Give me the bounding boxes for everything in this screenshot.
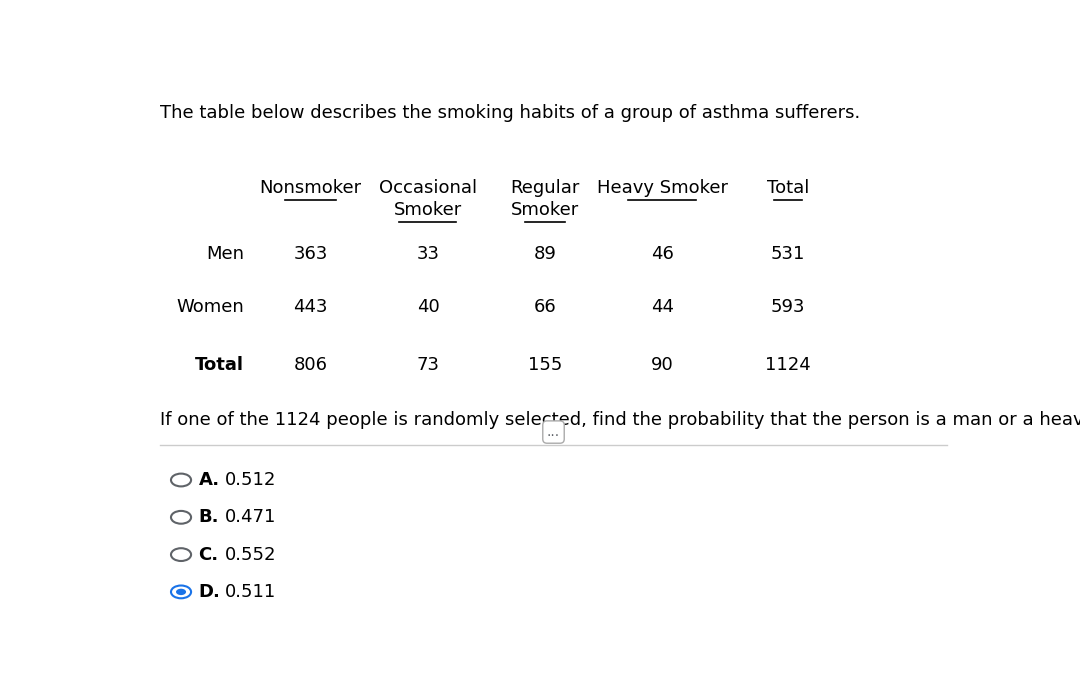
Text: Nonsmoker: Nonsmoker bbox=[259, 179, 362, 197]
Text: 0.471: 0.471 bbox=[225, 509, 275, 527]
Text: 46: 46 bbox=[651, 244, 674, 262]
Text: 33: 33 bbox=[417, 244, 440, 262]
Text: C.: C. bbox=[199, 545, 219, 563]
Text: 0.552: 0.552 bbox=[225, 545, 276, 563]
Text: 363: 363 bbox=[294, 244, 328, 262]
Text: B.: B. bbox=[199, 509, 219, 527]
Text: 593: 593 bbox=[771, 298, 805, 316]
Text: 443: 443 bbox=[294, 298, 328, 316]
Text: 155: 155 bbox=[528, 356, 563, 374]
Text: 44: 44 bbox=[651, 298, 674, 316]
Text: Occasional
Smoker: Occasional Smoker bbox=[379, 179, 477, 219]
Text: Heavy Smoker: Heavy Smoker bbox=[597, 179, 728, 197]
Text: 806: 806 bbox=[294, 356, 327, 374]
Text: 0.512: 0.512 bbox=[225, 471, 275, 489]
Text: Women: Women bbox=[176, 298, 244, 316]
Text: 1124: 1124 bbox=[765, 356, 811, 374]
Text: D.: D. bbox=[199, 583, 220, 601]
Text: 0.511: 0.511 bbox=[225, 583, 275, 601]
Text: Total: Total bbox=[767, 179, 809, 197]
Circle shape bbox=[176, 589, 186, 595]
Text: A.: A. bbox=[199, 471, 219, 489]
Text: Regular
Smoker: Regular Smoker bbox=[511, 179, 580, 219]
Text: 40: 40 bbox=[417, 298, 440, 316]
Text: 90: 90 bbox=[651, 356, 674, 374]
Text: The table below describes the smoking habits of a group of asthma sufferers.: The table below describes the smoking ha… bbox=[160, 104, 861, 122]
Text: ...: ... bbox=[546, 425, 561, 439]
Text: If one of the 1124 people is randomly selected, find the probability that the pe: If one of the 1124 people is randomly se… bbox=[160, 411, 1080, 429]
Text: Total: Total bbox=[194, 356, 244, 374]
Text: 66: 66 bbox=[534, 298, 556, 316]
Text: 73: 73 bbox=[417, 356, 440, 374]
Text: Men: Men bbox=[206, 244, 244, 262]
Text: 531: 531 bbox=[771, 244, 805, 262]
Text: 89: 89 bbox=[534, 244, 556, 262]
